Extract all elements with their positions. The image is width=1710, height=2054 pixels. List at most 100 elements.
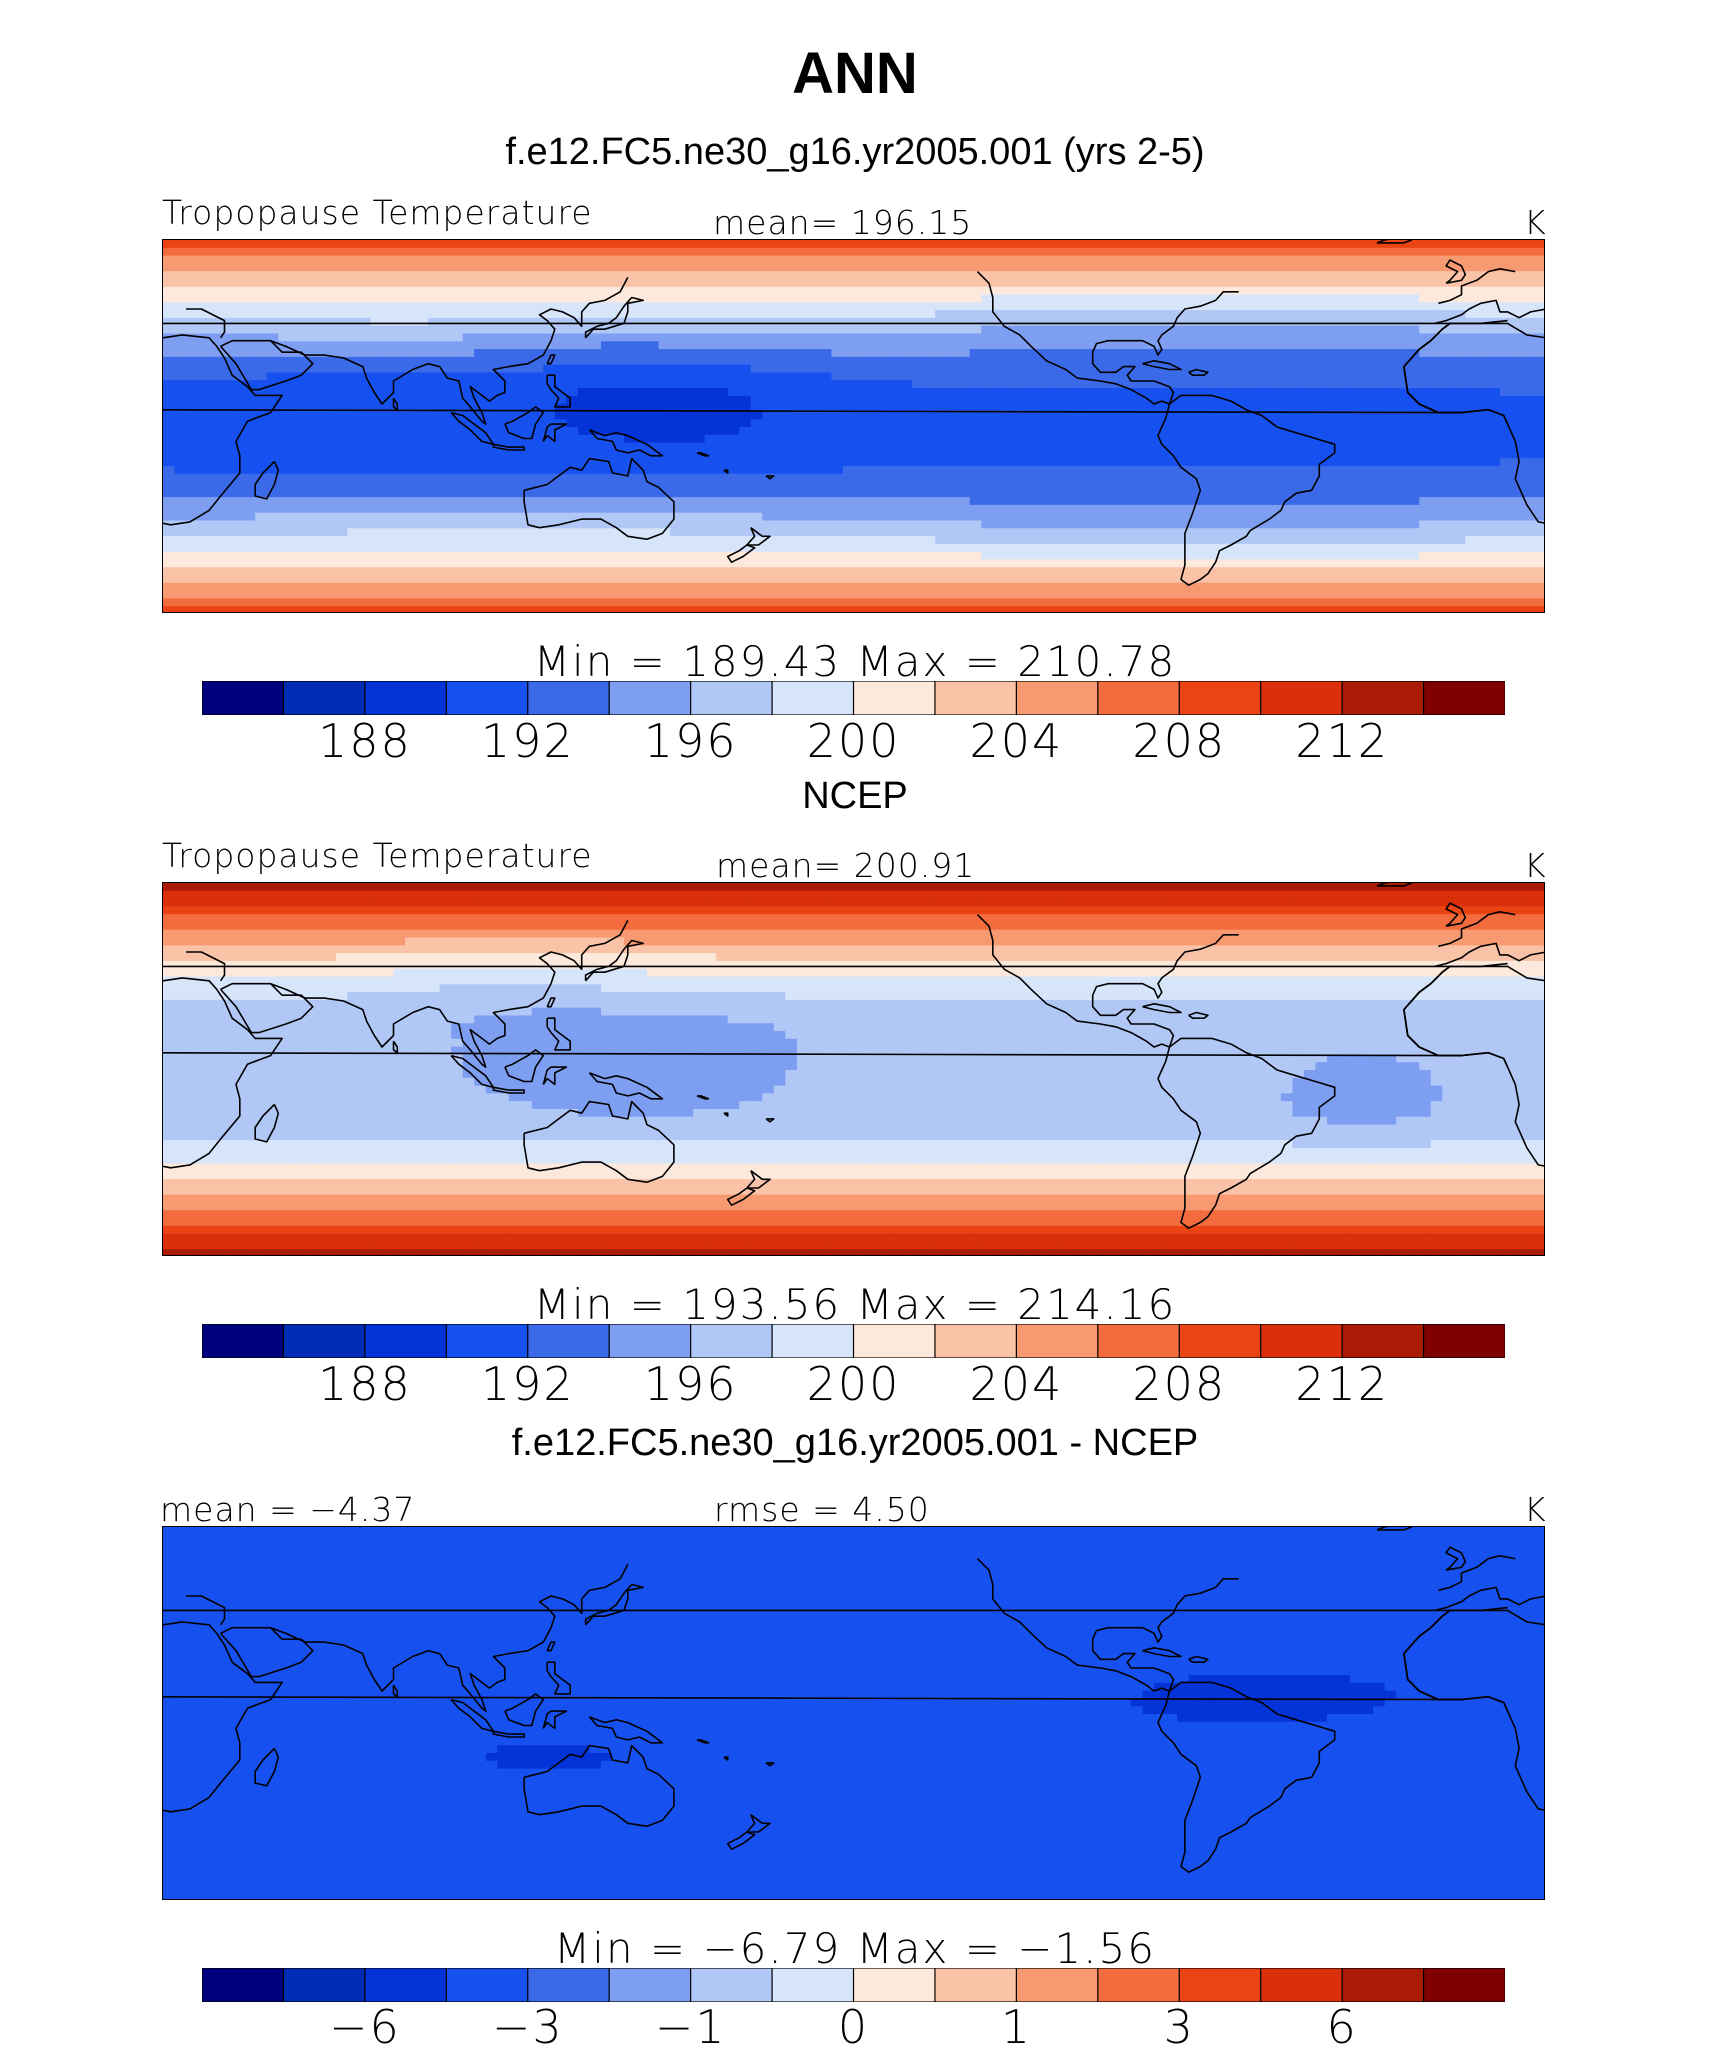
field-cell (255, 403, 268, 413)
field-cell (405, 403, 418, 413)
field-cell (1131, 333, 1144, 342)
field-cell (1442, 465, 1455, 475)
field-cell (1142, 427, 1155, 436)
field-cell (324, 481, 337, 490)
field-cell (1061, 388, 1075, 397)
field-cell (381, 442, 395, 451)
field-cell (1338, 481, 1351, 490)
field-cell (1327, 419, 1340, 428)
field-cell (1396, 341, 1409, 350)
field-cell (1407, 302, 1420, 311)
field-cell (808, 395, 821, 405)
field-cell (1131, 411, 1144, 420)
field-cell (819, 388, 833, 397)
field-cell (174, 286, 187, 296)
field-cell (428, 411, 441, 420)
field-cell (1015, 458, 1028, 467)
field-cell (1499, 458, 1513, 467)
field-cell (439, 520, 452, 529)
field-cell (992, 271, 1005, 280)
field-cell (1534, 302, 1544, 311)
field-cell (1419, 247, 1432, 257)
field-cell (312, 240, 325, 249)
field-cell (900, 481, 913, 490)
field-cell (428, 481, 441, 490)
field-cell (1361, 442, 1374, 451)
field-cell (186, 536, 199, 545)
field-cell (935, 504, 948, 514)
field-cell (831, 349, 844, 358)
field-cell (935, 247, 948, 257)
field-cell (508, 333, 521, 342)
field-cell (1292, 504, 1305, 514)
field-cell (1211, 325, 1224, 335)
field-cell (1396, 419, 1409, 428)
field-cell (174, 504, 187, 514)
field-cell (554, 372, 567, 381)
field-cell (624, 302, 637, 311)
field-cell (163, 497, 176, 506)
field-cell (946, 341, 959, 350)
field-cell (1280, 481, 1294, 490)
field-cell (693, 559, 706, 568)
field-cell (877, 497, 890, 506)
field-cell (635, 465, 648, 475)
field-cell (1085, 325, 1098, 335)
field-cell (750, 536, 763, 545)
field-cell (497, 317, 510, 327)
field-cell (889, 559, 902, 568)
field-cell (992, 247, 1005, 257)
field-cell (186, 302, 199, 311)
field-cell (1096, 543, 1109, 553)
field-cell (658, 349, 671, 358)
field-cell (716, 489, 729, 498)
field-cell (1108, 520, 1121, 529)
field-cell (1350, 395, 1363, 405)
field-cell (508, 481, 521, 490)
field-cell (1488, 349, 1501, 358)
field-cell (370, 341, 383, 350)
field-cell (1050, 325, 1063, 335)
field-cell (831, 434, 844, 444)
field-cell (842, 520, 856, 529)
field-cell (681, 372, 694, 381)
field-cell (312, 403, 325, 413)
field-cell (405, 528, 418, 537)
field-cell (497, 240, 510, 249)
field-cell (842, 341, 856, 350)
field-cell (946, 403, 959, 413)
field-cell (704, 551, 717, 561)
field-cell (1407, 294, 1420, 303)
field-cell (474, 419, 487, 428)
field-cell (174, 434, 187, 444)
field-cell (1338, 271, 1351, 280)
field-cell (347, 240, 360, 249)
field-cell (647, 458, 660, 467)
field-cell (946, 489, 959, 498)
field-cell (1119, 497, 1132, 506)
field-cell (405, 411, 418, 420)
field-cell (923, 450, 936, 459)
field-cell (508, 427, 521, 436)
field-cell (946, 458, 959, 467)
field-cell (543, 263, 556, 272)
field-cell (1350, 512, 1363, 522)
field-cell (773, 419, 786, 428)
field-cell (1280, 520, 1294, 529)
field-cell (785, 419, 798, 428)
field-cell (1211, 278, 1224, 288)
field-cell (347, 489, 360, 498)
field-cell (1407, 278, 1420, 288)
field-cell (1038, 551, 1052, 561)
field-cell (900, 450, 913, 459)
field-cell (1534, 489, 1544, 498)
field-cell (508, 317, 521, 327)
field-cell (1315, 333, 1328, 342)
field-cell (1384, 255, 1397, 264)
field-cell (439, 559, 452, 568)
field-cell (912, 427, 925, 436)
field-cell (981, 543, 994, 553)
field-cell (1142, 551, 1155, 561)
field-cell (393, 403, 406, 413)
field-cell (1177, 434, 1190, 444)
